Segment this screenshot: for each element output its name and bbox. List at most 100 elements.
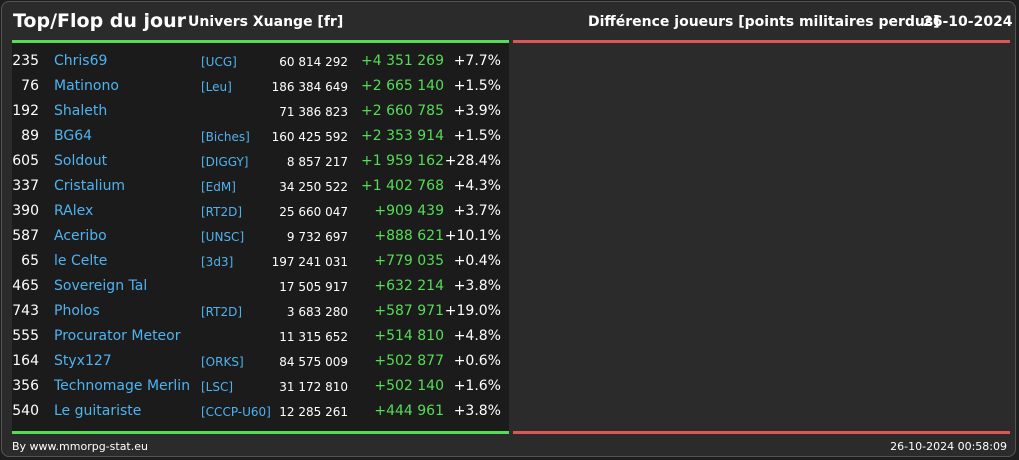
player-points: 71 386 823 xyxy=(279,105,348,119)
flop-accent-bar xyxy=(513,40,1010,43)
flop-panel xyxy=(513,43,1010,431)
alliance-tag-link[interactable]: [UNSC] xyxy=(201,230,245,244)
player-points: 84 575 009 xyxy=(279,355,348,369)
player-rank: 164 xyxy=(12,353,39,369)
player-name-link[interactable]: le Celte xyxy=(54,253,108,269)
percent-change: +0.6% xyxy=(453,353,501,369)
points-difference: +779 035 xyxy=(374,253,444,269)
table-row: 164 Styx127 [ORKS] 84 575 009 +502 877 +0.6% xyxy=(12,349,509,374)
alliance-tag-link[interactable]: [DIGGY] xyxy=(201,155,249,169)
alliance-tag-link[interactable]: [Leu] xyxy=(201,80,232,94)
player-rank: 76 xyxy=(21,78,39,94)
player-rank: 337 xyxy=(12,178,39,194)
player-rank: 235 xyxy=(12,53,39,69)
points-difference: +632 214 xyxy=(374,278,444,294)
percent-change: +19.0% xyxy=(444,303,501,319)
percent-change: +1.5% xyxy=(453,78,501,94)
points-difference: +514 810 xyxy=(374,328,444,344)
player-name-link[interactable]: Shaleth xyxy=(54,103,108,119)
player-name-link[interactable]: Procurator Meteor xyxy=(54,328,181,344)
table-row: 337 Cristalium [EdM] 34 250 522 +1 402 768 +4… xyxy=(12,174,509,199)
points-difference: +2 665 140 xyxy=(361,78,444,94)
top-list: 235 Chris69 [UCG] 60 814 292 +4 351 269 +7.7%… xyxy=(12,49,509,424)
player-name-link[interactable]: Cristalium xyxy=(54,178,126,194)
player-name-link[interactable]: Sovereign Tal xyxy=(54,278,148,294)
player-rank: 743 xyxy=(12,303,39,319)
table-row: 76 Matinono [Leu] 186 384 649 +2 665 140 +1.5… xyxy=(12,74,509,99)
percent-change: +1.5% xyxy=(453,128,501,144)
player-name-link[interactable]: Chris69 xyxy=(54,53,108,69)
points-difference: +909 439 xyxy=(374,203,444,219)
player-rank: 390 xyxy=(12,203,39,219)
points-difference: +888 621 xyxy=(374,228,444,244)
table-row: 390 RAlex [RT2D] 25 660 047 +909 439 +3.7% xyxy=(12,199,509,224)
alliance-tag-link[interactable]: [Biches] xyxy=(201,130,250,144)
points-difference: +587 971 xyxy=(374,303,444,319)
table-row: 192 Shaleth 71 386 823 +2 660 785 +3.9% xyxy=(12,99,509,124)
player-points: 60 814 292 xyxy=(279,55,348,69)
points-difference: +2 353 914 xyxy=(361,128,444,144)
player-name-link[interactable]: Styx127 xyxy=(54,353,112,369)
player-rank: 356 xyxy=(12,378,39,394)
player-points: 8 857 217 xyxy=(286,155,348,169)
player-rank: 555 xyxy=(12,328,39,344)
points-difference: +444 961 xyxy=(374,403,444,419)
percent-change: +1.6% xyxy=(453,378,501,394)
player-points: 9 732 697 xyxy=(286,230,348,244)
top-bottom-bar xyxy=(12,431,509,434)
table-row: 743 Pholos [RT2D] 3 683 280 +587 971 +19.0% xyxy=(12,299,509,324)
percent-change: +3.8% xyxy=(453,278,501,294)
player-points: 11 315 652 xyxy=(279,330,348,344)
player-points: 160 425 592 xyxy=(271,130,348,144)
header: Top/Flop du jour Univers Xuange [fr] Dif… xyxy=(2,2,1017,42)
player-name-link[interactable]: BG64 xyxy=(54,128,93,144)
player-name-link[interactable]: RAlex xyxy=(54,203,94,219)
alliance-tag-link[interactable]: [LSC] xyxy=(201,380,234,394)
alliance-tag-link[interactable]: [EdM] xyxy=(201,180,236,194)
player-points: 186 384 649 xyxy=(271,80,348,94)
top-accent-bar xyxy=(12,40,509,43)
table-row: 587 Aceribo [UNSC] 9 732 697 +888 621 +10.1% xyxy=(12,224,509,249)
percent-change: +4.3% xyxy=(453,178,501,194)
percent-change: +3.7% xyxy=(453,203,501,219)
player-rank: 465 xyxy=(12,278,39,294)
footer-timestamp: 26-10-2024 00:58:09 xyxy=(890,440,1007,453)
alliance-tag-link[interactable]: [CCCP-U60] xyxy=(201,405,271,419)
table-row: 356 Technomage Merlin [LSC] 31 172 810 +502 … xyxy=(12,374,509,399)
flop-bottom-bar xyxy=(513,431,1010,434)
points-difference: +502 877 xyxy=(374,353,444,369)
percent-change: +3.8% xyxy=(453,403,501,419)
player-rank: 540 xyxy=(12,403,39,419)
alliance-tag-link[interactable]: [3d3] xyxy=(201,255,234,269)
category-label: Différence joueurs [points militaires pe… xyxy=(588,14,940,30)
player-name-link[interactable]: Aceribo xyxy=(54,228,107,244)
player-name-link[interactable]: Technomage Merlin xyxy=(54,378,191,394)
points-difference: +1 959 162 xyxy=(361,153,444,169)
percent-change: +10.1% xyxy=(444,228,501,244)
date-label: 26-10-2024 xyxy=(923,14,1013,30)
percent-change: +3.9% xyxy=(453,103,501,119)
table-row: 65 le Celte [3d3] 197 241 031 +779 035 +0.4% xyxy=(12,249,509,274)
table-row: 605 Soldout [DIGGY] 8 857 217 +1 959 162 +28.… xyxy=(12,149,509,174)
player-rank: 192 xyxy=(12,103,39,119)
percent-change: +0.4% xyxy=(453,253,501,269)
alliance-tag-link[interactable]: [RT2D] xyxy=(201,305,243,319)
table-row: 89 BG64 [Biches] 160 425 592 +2 353 914 +1.5% xyxy=(12,124,509,149)
alliance-tag-link[interactable]: [RT2D] xyxy=(201,205,243,219)
top-panel: 235 Chris69 [UCG] 60 814 292 +4 351 269 +7.7%… xyxy=(12,43,509,431)
table-row: 540 Le guitariste [CCCP-U60] 12 285 261 +444… xyxy=(12,399,509,424)
player-rank: 65 xyxy=(21,253,39,269)
player-rank: 587 xyxy=(12,228,39,244)
player-name-link[interactable]: Le guitariste xyxy=(54,403,142,419)
player-name-link[interactable]: Soldout xyxy=(54,153,108,169)
player-points: 17 505 917 xyxy=(279,280,348,294)
player-points: 31 172 810 xyxy=(279,380,348,394)
player-name-link[interactable]: Matinono xyxy=(54,78,119,94)
universe-label: Univers Xuange [fr] xyxy=(188,14,344,30)
table-row: 235 Chris69 [UCG] 60 814 292 +4 351 269 +7.7% xyxy=(12,49,509,74)
player-name-link[interactable]: Pholos xyxy=(54,303,100,319)
player-rank: 605 xyxy=(12,153,39,169)
alliance-tag-link[interactable]: [UCG] xyxy=(201,55,237,69)
alliance-tag-link[interactable]: [ORKS] xyxy=(201,355,244,369)
